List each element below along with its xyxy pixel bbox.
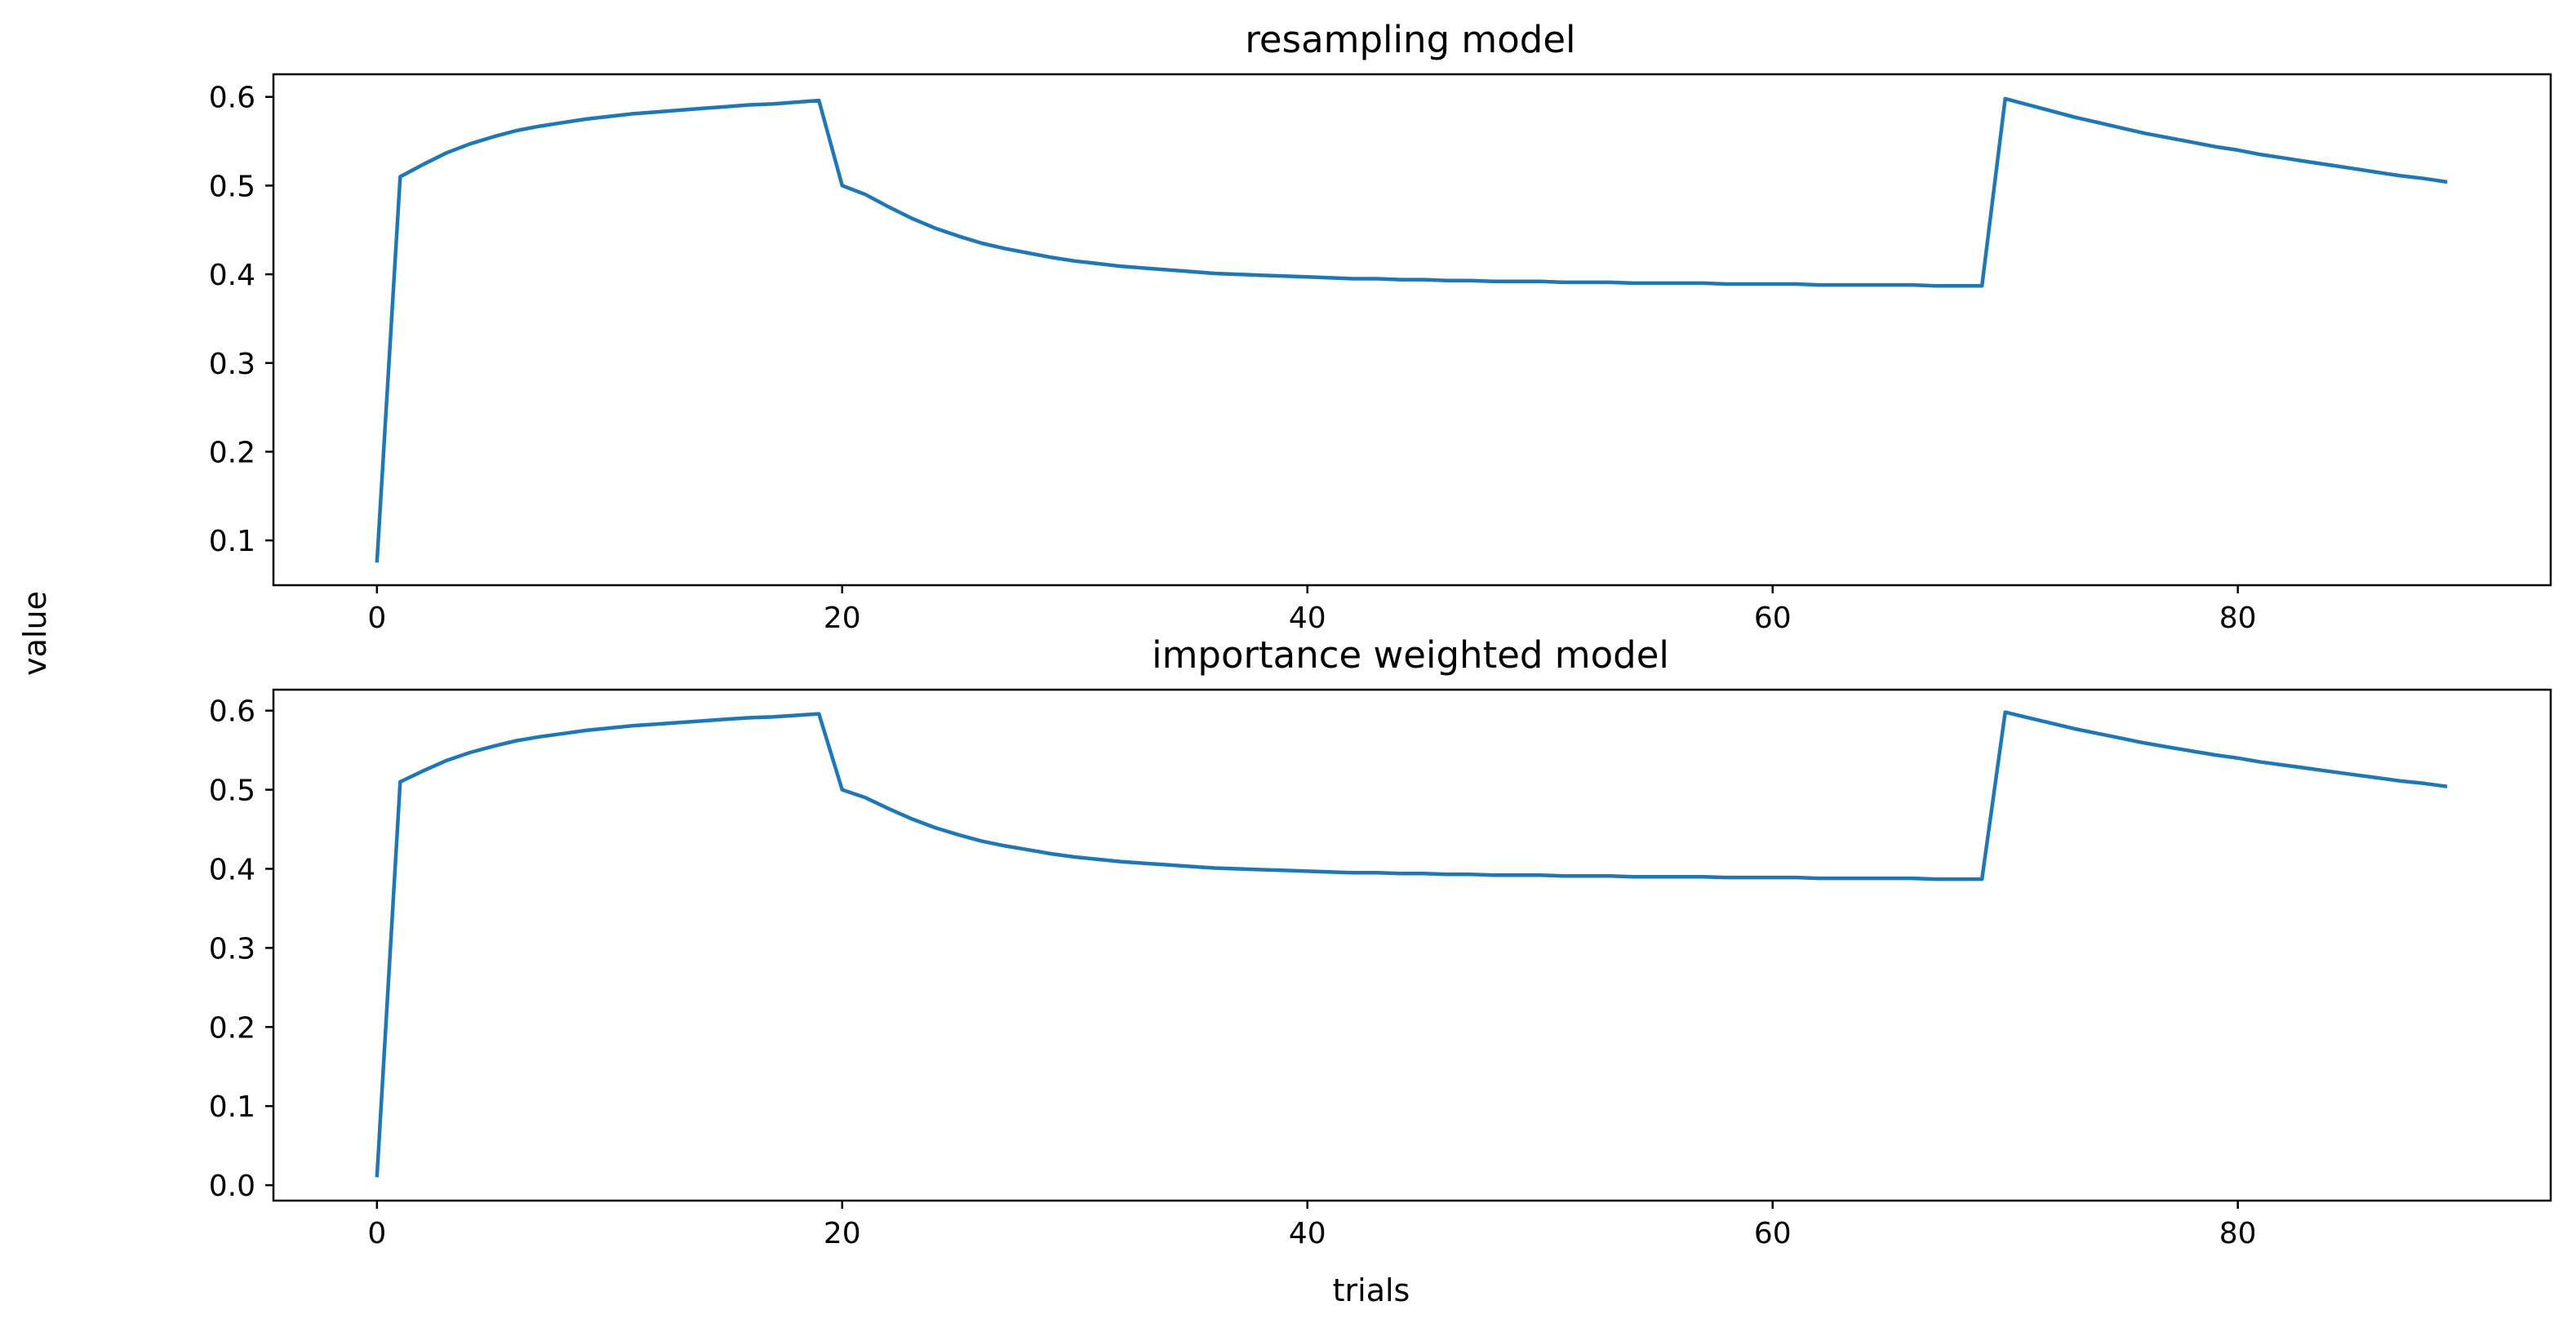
subplot-importance-weighted: importance weighted model 0 20 40 60 80 0.0 0.… [209,633,2552,1250]
y-tick-label: 0.6 [209,695,255,729]
x-tick-label: 20 [824,602,861,635]
plot-frame [272,688,2552,1202]
y-tick-label: 0.3 [209,932,255,966]
axis-ticks: 0 20 40 60 80 0.1 0.2 0.3 0.4 0.5 0.6 [209,82,2257,635]
y-tick-label: 0.5 [209,775,255,808]
x-tick-label: 40 [1289,1217,1326,1250]
x-tick-label: 20 [824,1217,861,1250]
y-tick-label: 0.1 [209,1090,255,1124]
y-tick-label: 0.4 [209,259,255,292]
subplot-resampling: resampling model 0 20 40 60 80 0.1 0.2 0.3 0.4 0.… [209,18,2552,635]
y-tick-label: 0.2 [209,1011,255,1045]
subplot-title: resampling model [1245,18,1575,61]
figure-ylabel: value [17,591,53,676]
figure-xlabel: trials [1333,1272,1410,1308]
subplot-title: importance weighted model [1152,633,1669,677]
y-tick-label: 0.0 [209,1170,255,1203]
series-line [375,710,2448,1178]
axis-ticks: 0 20 40 60 80 0.0 0.1 0.2 0.3 0.4 0.5 0.6 [209,695,2257,1250]
x-tick-label: 60 [1754,602,1792,635]
y-tick-label: 0.4 [209,853,255,886]
series-line [375,96,2448,563]
x-tick-label: 80 [2219,1217,2257,1250]
x-tick-label: 0 [367,602,386,635]
x-tick-label: 0 [367,1217,386,1250]
x-tick-label: 40 [1289,602,1326,635]
x-tick-label: 80 [2219,602,2257,635]
y-tick-label: 0.3 [209,348,255,381]
y-tick-label: 0.2 [209,436,255,469]
y-tick-label: 0.5 [209,170,255,203]
y-tick-label: 0.1 [209,525,255,558]
plot-frame [272,73,2552,587]
y-tick-label: 0.6 [209,82,255,115]
x-tick-label: 60 [1754,1217,1792,1250]
